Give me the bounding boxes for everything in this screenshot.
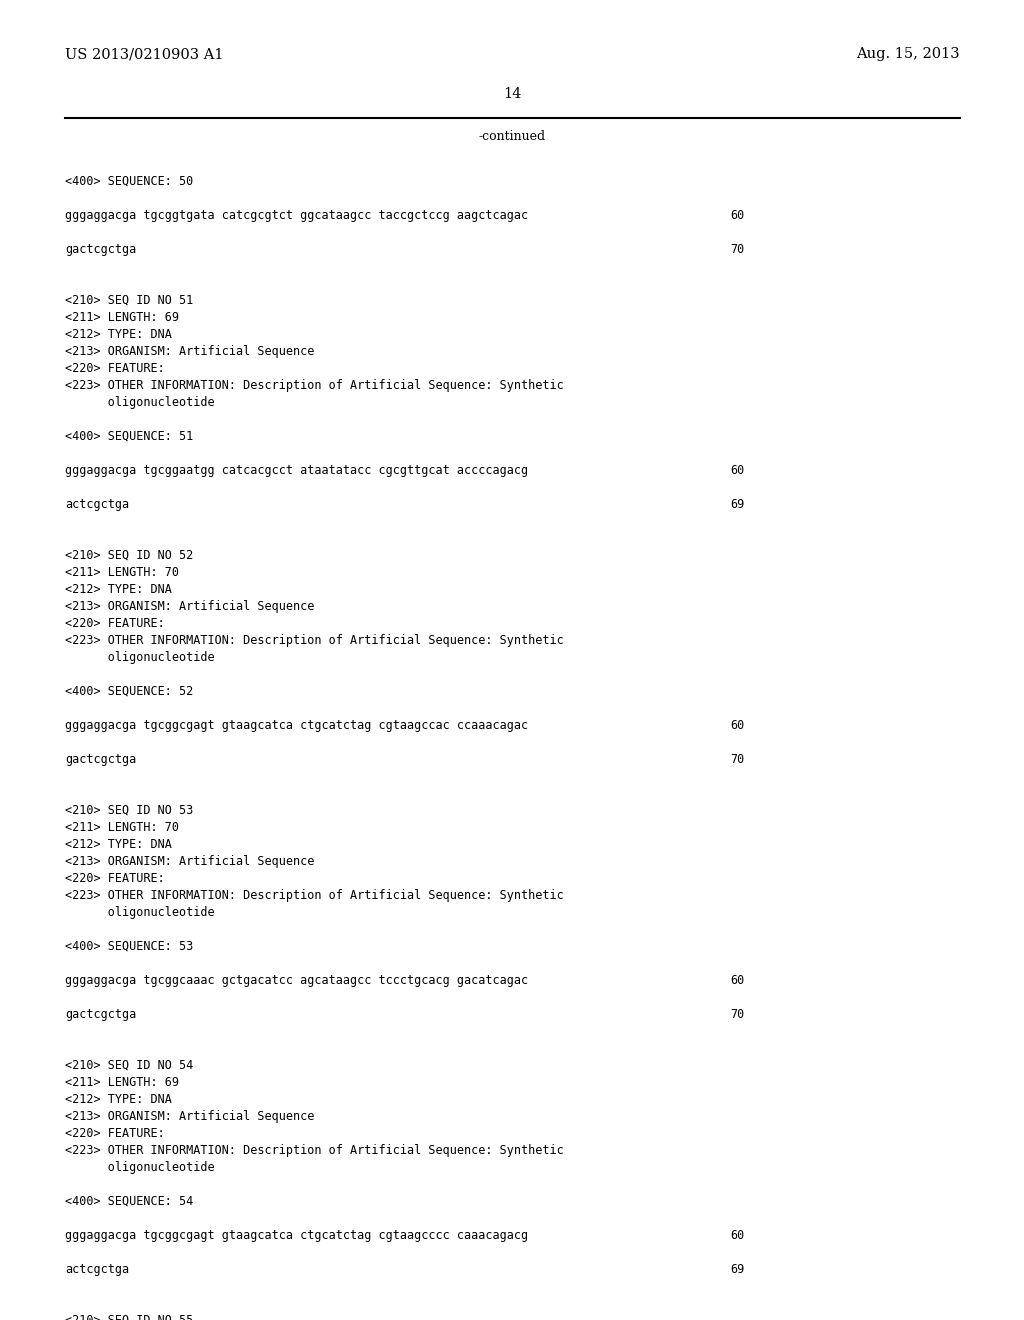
Text: <213> ORGANISM: Artificial Sequence: <213> ORGANISM: Artificial Sequence	[65, 345, 314, 358]
Text: 60: 60	[730, 719, 744, 733]
Text: <210> SEQ ID NO 55: <210> SEQ ID NO 55	[65, 1313, 194, 1320]
Text: oligonucleotide: oligonucleotide	[65, 396, 215, 409]
Text: <213> ORGANISM: Artificial Sequence: <213> ORGANISM: Artificial Sequence	[65, 1110, 314, 1123]
Text: 14: 14	[503, 87, 521, 102]
Text: <220> FEATURE:: <220> FEATURE:	[65, 873, 165, 884]
Text: <400> SEQUENCE: 51: <400> SEQUENCE: 51	[65, 430, 194, 444]
Text: gggaggacga tgcggcgagt gtaagcatca ctgcatctag cgtaagcccc caaacagacg: gggaggacga tgcggcgagt gtaagcatca ctgcatc…	[65, 1229, 528, 1242]
Text: <211> LENGTH: 70: <211> LENGTH: 70	[65, 566, 179, 579]
Text: <223> OTHER INFORMATION: Description of Artificial Sequence: Synthetic: <223> OTHER INFORMATION: Description of …	[65, 634, 564, 647]
Text: 69: 69	[730, 1263, 744, 1276]
Text: oligonucleotide: oligonucleotide	[65, 651, 215, 664]
Text: <212> TYPE: DNA: <212> TYPE: DNA	[65, 327, 172, 341]
Text: gggaggacga tgcggcgagt gtaagcatca ctgcatctag cgtaagccac ccaaacagac: gggaggacga tgcggcgagt gtaagcatca ctgcatc…	[65, 719, 528, 733]
Text: <211> LENGTH: 70: <211> LENGTH: 70	[65, 821, 179, 834]
Text: 69: 69	[730, 498, 744, 511]
Text: <400> SEQUENCE: 54: <400> SEQUENCE: 54	[65, 1195, 194, 1208]
Text: gggaggacga tgcggtgata catcgcgtct ggcataagcc taccgctccg aagctcagac: gggaggacga tgcggtgata catcgcgtct ggcataa…	[65, 209, 528, 222]
Text: oligonucleotide: oligonucleotide	[65, 1162, 215, 1173]
Text: 70: 70	[730, 1008, 744, 1020]
Text: gactcgctga: gactcgctga	[65, 752, 136, 766]
Text: <220> FEATURE:: <220> FEATURE:	[65, 1127, 165, 1140]
Text: US 2013/0210903 A1: US 2013/0210903 A1	[65, 48, 223, 61]
Text: <210> SEQ ID NO 54: <210> SEQ ID NO 54	[65, 1059, 194, 1072]
Text: <210> SEQ ID NO 51: <210> SEQ ID NO 51	[65, 294, 194, 308]
Text: gactcgctga: gactcgctga	[65, 1008, 136, 1020]
Text: actcgctga: actcgctga	[65, 498, 129, 511]
Text: 60: 60	[730, 974, 744, 987]
Text: actcgctga: actcgctga	[65, 1263, 129, 1276]
Text: <210> SEQ ID NO 53: <210> SEQ ID NO 53	[65, 804, 194, 817]
Text: <212> TYPE: DNA: <212> TYPE: DNA	[65, 583, 172, 597]
Text: oligonucleotide: oligonucleotide	[65, 906, 215, 919]
Text: <400> SEQUENCE: 52: <400> SEQUENCE: 52	[65, 685, 194, 698]
Text: <210> SEQ ID NO 52: <210> SEQ ID NO 52	[65, 549, 194, 562]
Text: <400> SEQUENCE: 53: <400> SEQUENCE: 53	[65, 940, 194, 953]
Text: <223> OTHER INFORMATION: Description of Artificial Sequence: Synthetic: <223> OTHER INFORMATION: Description of …	[65, 888, 564, 902]
Text: 60: 60	[730, 1229, 744, 1242]
Text: 60: 60	[730, 465, 744, 477]
Text: <223> OTHER INFORMATION: Description of Artificial Sequence: Synthetic: <223> OTHER INFORMATION: Description of …	[65, 379, 564, 392]
Text: -continued: -continued	[478, 129, 546, 143]
Text: <400> SEQUENCE: 50: <400> SEQUENCE: 50	[65, 176, 194, 187]
Text: <220> FEATURE:: <220> FEATURE:	[65, 616, 165, 630]
Text: 60: 60	[730, 209, 744, 222]
Text: <211> LENGTH: 69: <211> LENGTH: 69	[65, 1076, 179, 1089]
Text: <212> TYPE: DNA: <212> TYPE: DNA	[65, 1093, 172, 1106]
Text: <211> LENGTH: 69: <211> LENGTH: 69	[65, 312, 179, 323]
Text: <213> ORGANISM: Artificial Sequence: <213> ORGANISM: Artificial Sequence	[65, 855, 314, 869]
Text: 70: 70	[730, 752, 744, 766]
Text: gggaggacga tgcggaatgg catcacgcct ataatatacc cgcgttgcat accccagacg: gggaggacga tgcggaatgg catcacgcct ataatat…	[65, 465, 528, 477]
Text: gactcgctga: gactcgctga	[65, 243, 136, 256]
Text: <212> TYPE: DNA: <212> TYPE: DNA	[65, 838, 172, 851]
Text: 70: 70	[730, 243, 744, 256]
Text: <220> FEATURE:: <220> FEATURE:	[65, 362, 165, 375]
Text: <213> ORGANISM: Artificial Sequence: <213> ORGANISM: Artificial Sequence	[65, 601, 314, 612]
Text: Aug. 15, 2013: Aug. 15, 2013	[856, 48, 961, 61]
Text: <223> OTHER INFORMATION: Description of Artificial Sequence: Synthetic: <223> OTHER INFORMATION: Description of …	[65, 1144, 564, 1158]
Text: gggaggacga tgcggcaaac gctgacatcc agcataagcc tccctgcacg gacatcagac: gggaggacga tgcggcaaac gctgacatcc agcataa…	[65, 974, 528, 987]
